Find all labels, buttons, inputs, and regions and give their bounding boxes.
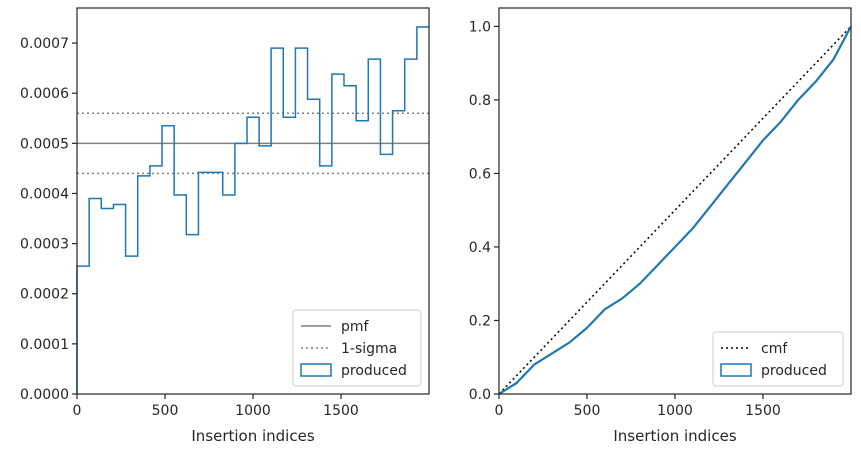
y-tick-label: 0.0001 — [20, 337, 69, 353]
y-tick-label: 0.4 — [469, 240, 491, 256]
legend-label: produced — [761, 363, 827, 379]
y-tick-label: 0.0004 — [20, 186, 69, 202]
legend-label: 1-sigma — [341, 341, 397, 357]
y-tick-label: 0.6 — [469, 166, 491, 182]
y-tick-label: 0.0003 — [20, 237, 69, 253]
x-tick-label: 0 — [495, 403, 504, 419]
x-axis-label: Insertion indices — [613, 427, 736, 445]
x-tick-label: 500 — [574, 403, 601, 419]
y-tick-label: 0.2 — [469, 313, 491, 329]
x-tick-label: 0 — [73, 403, 82, 419]
chart-1: 0 500 1000 1500 0.0000 0.0001 0.0002 0.0003 0.00… — [20, 7, 430, 445]
legend: cmf produced — [712, 331, 844, 387]
legend-box — [292, 309, 422, 387]
y-tick-label: 1.0 — [469, 19, 491, 35]
legend: pmf 1-sigma produced — [292, 309, 422, 387]
y-tick-label: 0.0005 — [20, 136, 69, 152]
x-tick-label: 1500 — [745, 403, 781, 419]
y-tick-label: 0.0007 — [20, 36, 69, 52]
x-tick-label: 1000 — [657, 403, 693, 419]
series-produced-cumulative — [498, 25, 852, 395]
y-tick-label: 0.0002 — [20, 287, 69, 303]
series-produced-histogram — [76, 26, 429, 394]
x-axis-label: Insertion indices — [191, 427, 314, 445]
x-tick-label: 500 — [152, 403, 179, 419]
legend-label: pmf — [341, 319, 370, 335]
legend-handle-produced — [720, 363, 752, 377]
y-tick-label: 0.0000 — [20, 387, 69, 403]
legend-handle-produced — [300, 363, 332, 377]
y-tick-label: 0.0006 — [20, 86, 69, 102]
legend-box — [712, 331, 844, 387]
chart-2: 0 500 1000 1500 0.0 0.2 0.4 0.6 0.8 1.0 Insertion … — [469, 7, 852, 445]
legend-label: cmf — [761, 341, 788, 357]
x-tick-label: 1000 — [235, 403, 271, 419]
y-tick-label: 0.8 — [469, 93, 491, 109]
y-tick-label: 0.0 — [469, 387, 491, 403]
x-tick-label: 1500 — [323, 403, 359, 419]
legend-label: produced — [341, 363, 407, 379]
